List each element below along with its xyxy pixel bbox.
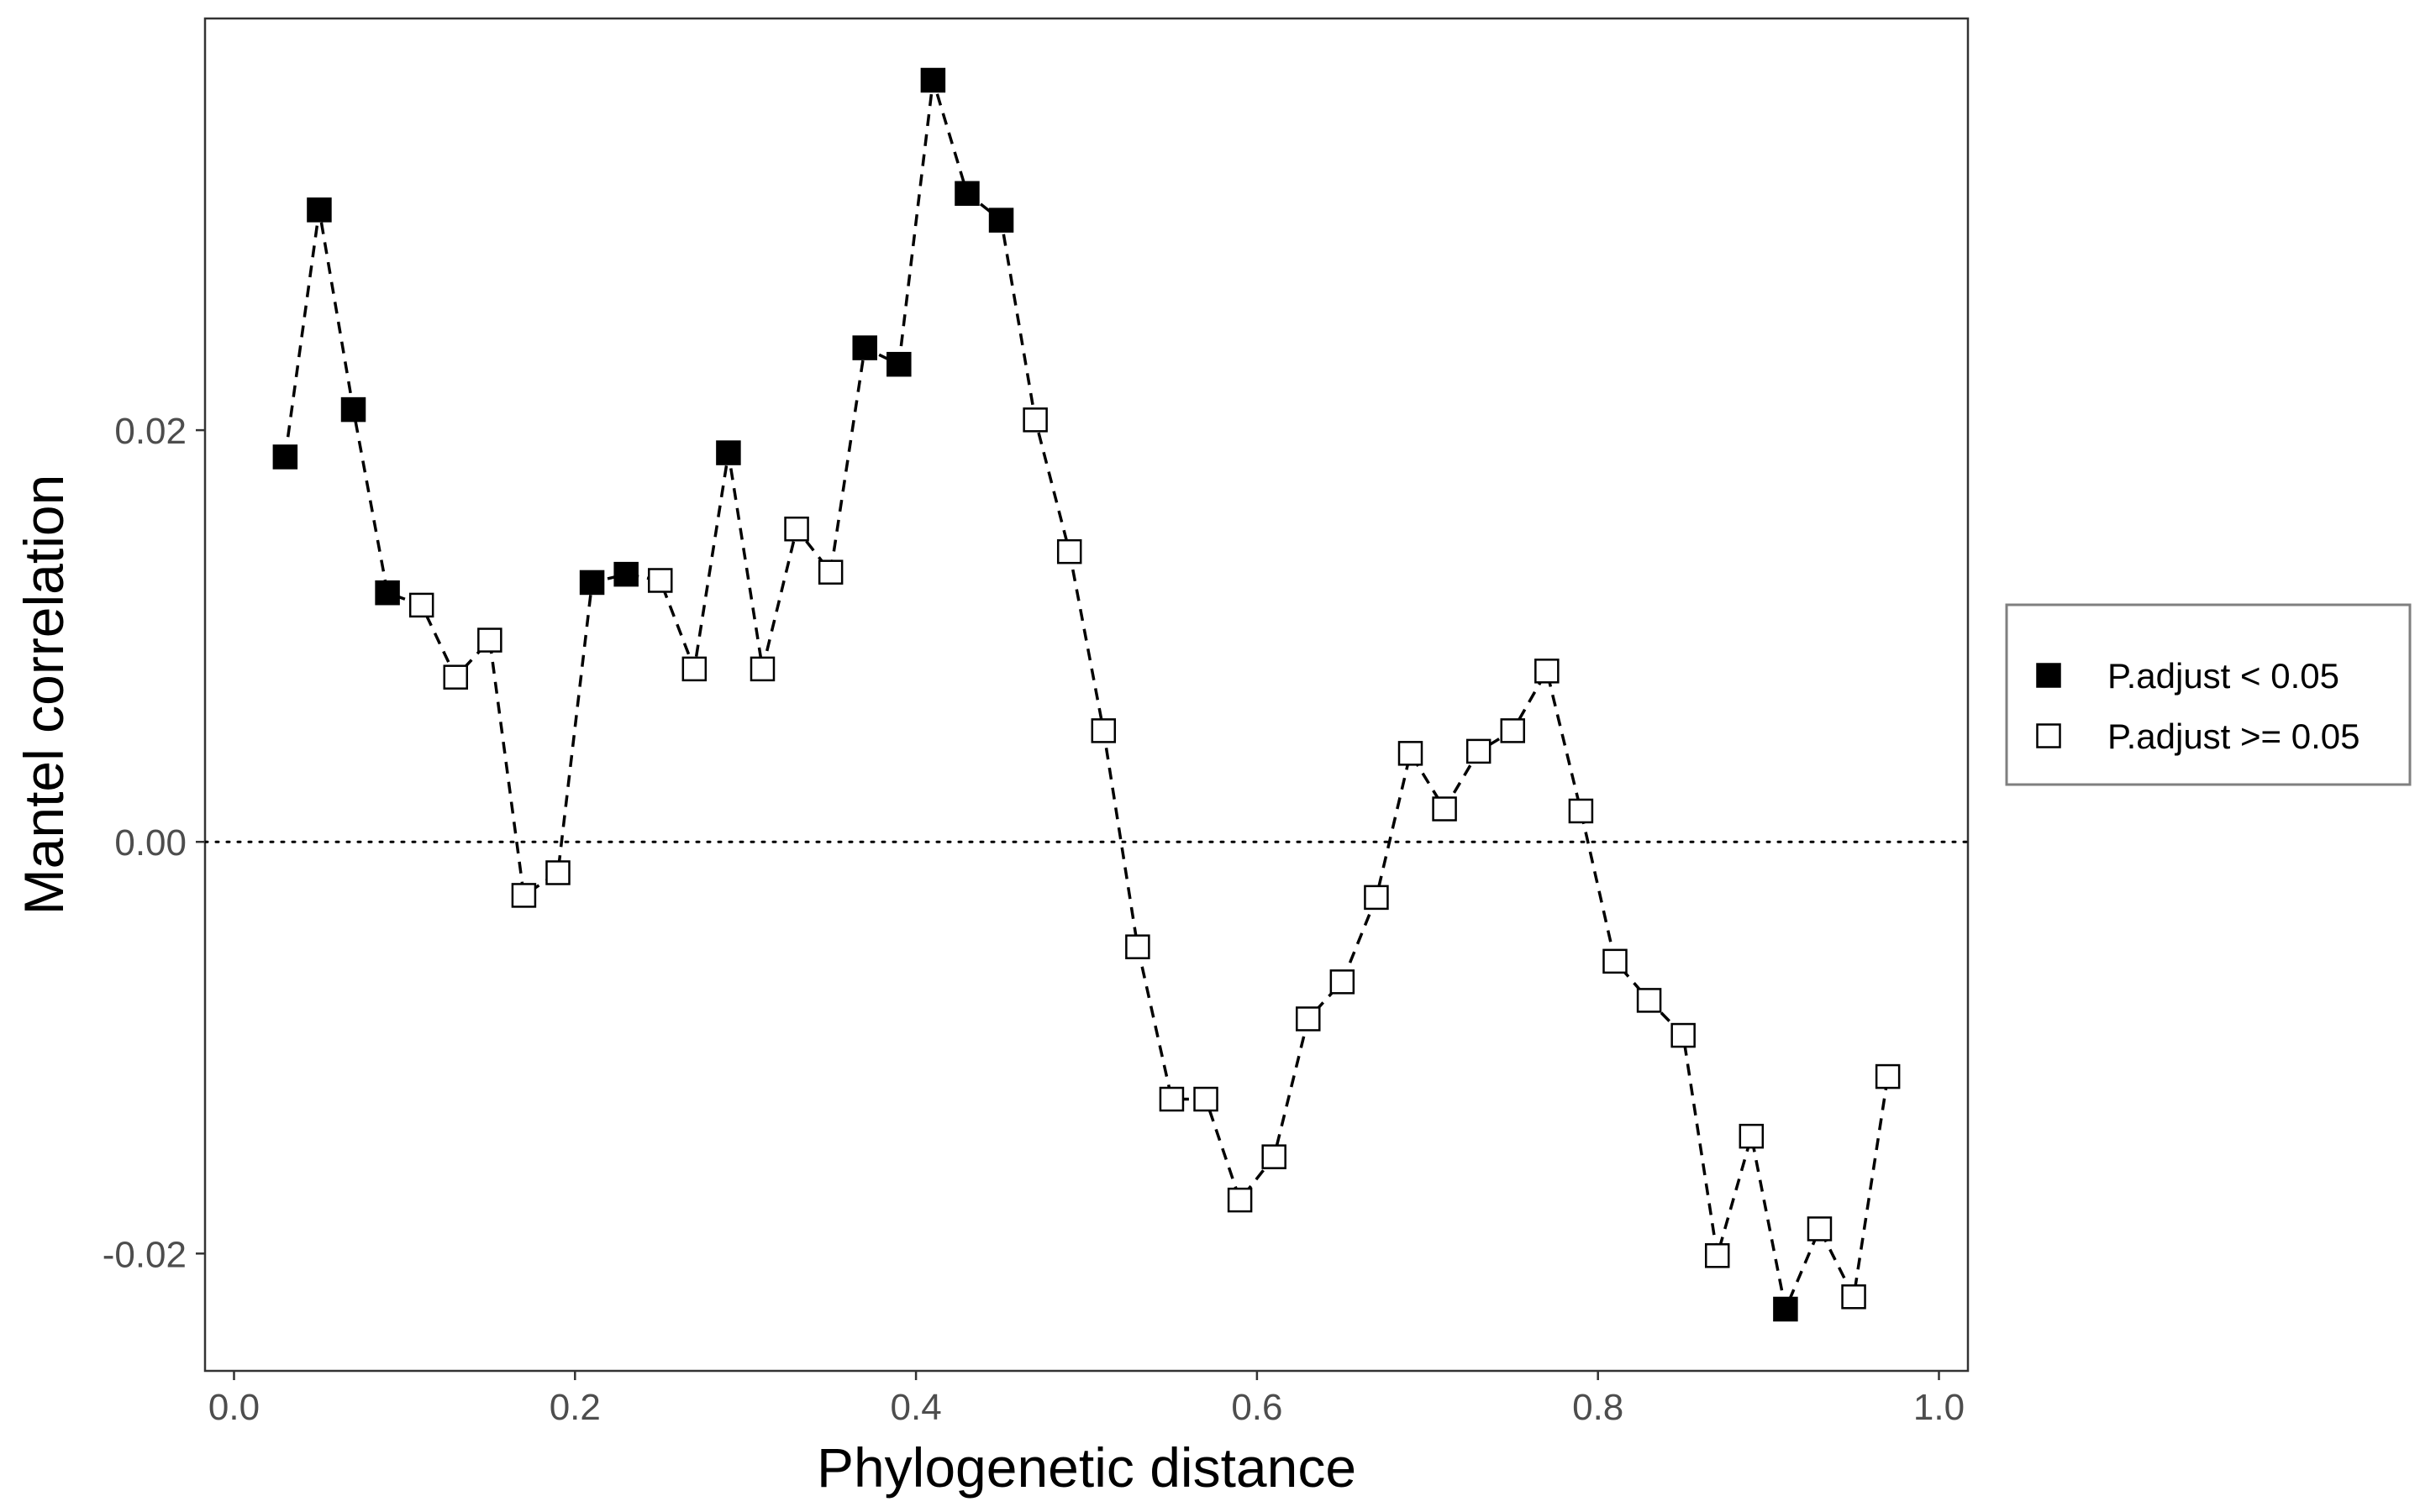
data-point-significant xyxy=(375,580,400,606)
x-tick-label: 0.0 xyxy=(208,1387,260,1428)
data-point-not-significant xyxy=(1125,934,1150,959)
x-axis-ticks: 0.0 0.2 0.4 0.6 0.8 1.0 xyxy=(208,1371,1965,1428)
data-point-not-significant xyxy=(1159,1086,1185,1112)
x-tick-label: 0.6 xyxy=(1231,1387,1282,1428)
x-tick-label: 0.8 xyxy=(1572,1387,1623,1428)
data-point-significant xyxy=(716,440,741,465)
data-point-significant xyxy=(920,67,946,93)
y-tick-label: -0.02 xyxy=(103,1234,187,1275)
x-tick-label: 0.2 xyxy=(550,1387,601,1428)
data-point-not-significant xyxy=(1329,969,1355,995)
data-point-not-significant xyxy=(1568,798,1594,824)
x-tick-label: 0.4 xyxy=(891,1387,942,1428)
y-axis-title: Mantel correlation xyxy=(13,475,75,916)
data-point-significant xyxy=(988,207,1014,233)
data-point-not-significant xyxy=(818,559,844,585)
data-point-significant xyxy=(613,561,639,587)
data-point-not-significant xyxy=(408,592,434,618)
data-point-not-significant xyxy=(750,656,776,682)
data-point-not-significant xyxy=(1500,718,1526,743)
data-point-not-significant xyxy=(545,860,571,885)
y-tick-label: 0.00 xyxy=(114,822,187,864)
data-point-significant xyxy=(886,351,912,377)
legend-box xyxy=(2005,603,2412,786)
data-point-significant xyxy=(272,444,298,470)
legend-key-not-significant xyxy=(2036,723,2061,748)
x-axis-title: Phylogenetic distance xyxy=(817,1436,1356,1499)
data-point-not-significant xyxy=(1296,1006,1321,1032)
data-point-not-significant xyxy=(1739,1123,1765,1149)
data-point-significant xyxy=(340,396,366,423)
data-point-not-significant xyxy=(1091,718,1117,743)
legend-label-not-significant: P.adjust >= 0.05 xyxy=(2107,717,2360,756)
data-point-not-significant xyxy=(511,883,537,908)
data-point-not-significant xyxy=(1602,948,1628,974)
data-point-not-significant xyxy=(1432,796,1457,822)
data-point-not-significant xyxy=(1875,1063,1901,1089)
data-point-not-significant xyxy=(1534,659,1560,684)
data-point-not-significant xyxy=(1841,1284,1866,1310)
y-tick-label: 0.02 xyxy=(114,411,187,452)
data-point-not-significant xyxy=(1704,1243,1730,1268)
data-points xyxy=(272,67,1901,1322)
data-point-not-significant xyxy=(1465,738,1491,764)
data-point-significant xyxy=(307,197,332,223)
data-point-significant xyxy=(955,181,980,207)
data-point-not-significant xyxy=(1261,1144,1286,1169)
data-point-not-significant xyxy=(1670,1022,1696,1048)
data-point-not-significant xyxy=(647,568,673,593)
y-axis-ticks: -0.02 0.00 0.02 xyxy=(103,411,205,1275)
data-point-not-significant xyxy=(1636,988,1662,1013)
legend-label-significant: P.adjust < 0.05 xyxy=(2107,656,2339,696)
legend-key-significant xyxy=(2036,663,2061,688)
data-point-not-significant xyxy=(1056,538,1082,564)
data-point-significant xyxy=(579,570,605,596)
data-point-not-significant xyxy=(1023,407,1048,433)
data-point-not-significant xyxy=(443,664,469,690)
data-point-not-significant xyxy=(1227,1187,1253,1213)
data-point-not-significant xyxy=(1397,741,1423,766)
data-point-not-significant xyxy=(681,656,708,682)
data-point-not-significant xyxy=(1364,885,1389,911)
data-point-not-significant xyxy=(1193,1086,1218,1112)
data-point-significant xyxy=(1773,1296,1798,1322)
x-tick-label: 1.0 xyxy=(1913,1387,1965,1428)
data-point-not-significant xyxy=(1807,1216,1833,1242)
data-point-significant xyxy=(852,335,877,360)
data-point-not-significant xyxy=(477,627,502,653)
data-point-not-significant xyxy=(784,516,809,542)
legend: P.adjust < 0.05 P.adjust >= 0.05 xyxy=(2005,603,2412,786)
plot-panel xyxy=(203,17,1970,1373)
